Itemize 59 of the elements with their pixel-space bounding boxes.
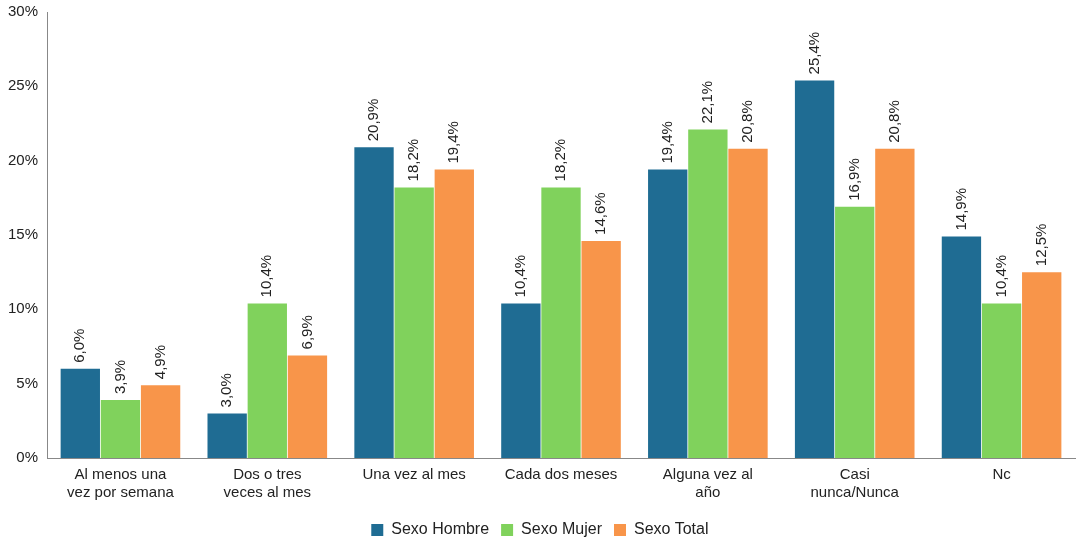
- bar: [581, 240, 621, 458]
- x-tick-label: Nc: [992, 465, 1012, 483]
- bar: [60, 368, 100, 458]
- bar: [981, 303, 1022, 458]
- bar: [794, 80, 835, 458]
- y-tick-label: 15%: [7, 225, 39, 243]
- bar: [287, 355, 328, 458]
- bar: [941, 236, 982, 458]
- bar: [648, 169, 688, 458]
- data-label: 4,9%: [150, 344, 168, 380]
- y-tick-label: 25%: [7, 76, 39, 94]
- data-label: 25,4%: [804, 31, 822, 75]
- data-label: 3,9%: [110, 359, 128, 395]
- data-label: 18,2%: [404, 138, 422, 182]
- bar: [247, 303, 287, 458]
- data-label: 10,4%: [257, 254, 275, 298]
- data-label: 14,6%: [591, 192, 609, 235]
- legend-label: Sexo Hombre: [391, 520, 490, 538]
- data-label: 18,2%: [551, 138, 569, 182]
- x-tick-label: Casi nunca/Nunca: [810, 465, 900, 501]
- y-tick-label: 0%: [16, 448, 39, 466]
- bar: [1022, 272, 1062, 458]
- x-tick-label: Una vez al mes: [362, 465, 466, 483]
- bar: [434, 169, 474, 458]
- data-label: 6,0%: [70, 328, 88, 363]
- y-tick-label: 5%: [16, 373, 39, 391]
- data-label: 20,9%: [364, 98, 382, 142]
- bar: [835, 206, 875, 458]
- data-label: 6,9%: [297, 315, 315, 350]
- data-label: 16,9%: [844, 158, 862, 201]
- data-label: 19,4%: [444, 121, 462, 164]
- x-tick-label: Dos o tres veces al mes: [223, 465, 312, 501]
- bar: [541, 187, 581, 458]
- data-label: 20,8%: [885, 100, 902, 143]
- data-label: 12,5%: [1031, 223, 1049, 267]
- bar: [875, 148, 915, 458]
- bar: [100, 400, 141, 458]
- data-label: 14,9%: [951, 187, 969, 231]
- data-label: 20,8%: [738, 100, 756, 143]
- x-tick-label: Alguna vez al año: [662, 465, 753, 501]
- data-label: 10,4%: [511, 254, 529, 298]
- bar: [728, 148, 768, 458]
- legend-label: Sexo Total: [634, 520, 709, 538]
- legend-label: Sexo Mujer: [521, 520, 603, 538]
- data-label: 10,4%: [991, 254, 1009, 298]
- bar: [354, 147, 394, 458]
- x-tick-label: Cada dos meses: [504, 465, 618, 483]
- y-tick-label: 10%: [7, 299, 39, 317]
- bar: [688, 129, 728, 458]
- data-label: 19,4%: [657, 121, 675, 164]
- y-tick-label: 20%: [7, 150, 39, 168]
- data-label: 3,0%: [217, 373, 235, 408]
- bar: [140, 385, 181, 458]
- bar: [394, 187, 434, 458]
- bar: [207, 413, 247, 458]
- x-tick-label: Al menos una vez por semana: [67, 465, 175, 501]
- data-label: 22,1%: [698, 80, 716, 124]
- bar: [501, 303, 541, 458]
- y-tick-label: 30%: [7, 2, 39, 20]
